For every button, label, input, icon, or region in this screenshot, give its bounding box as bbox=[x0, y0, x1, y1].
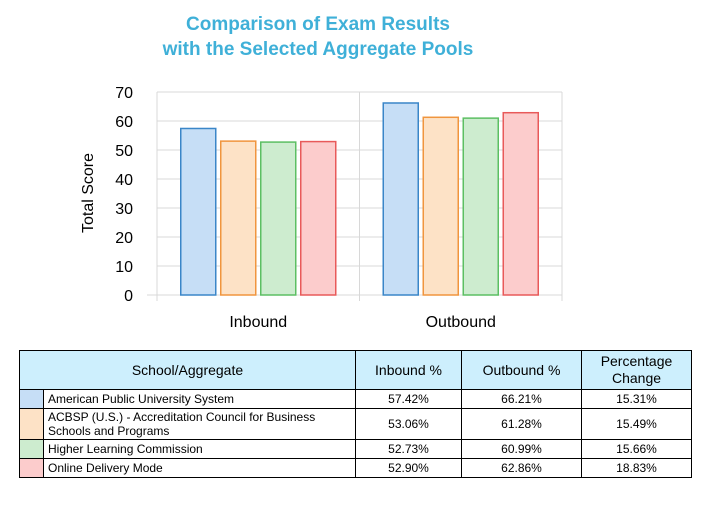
bar bbox=[502, 111, 539, 296]
y-tick-label: 70 bbox=[115, 85, 133, 102]
school-name-cell: ACBSP (U.S.) - Accreditation Council for… bbox=[43, 408, 356, 440]
y-axis-label: Total Score bbox=[80, 153, 97, 233]
inbound-cell: 52.90% bbox=[355, 458, 462, 478]
table-row: American Public University System 57.42% 6… bbox=[19, 389, 692, 409]
y-tick-label: 0 bbox=[124, 288, 133, 305]
color-swatch bbox=[19, 458, 44, 478]
bar bbox=[422, 116, 459, 296]
chart-title-line-1: Comparison of Exam Results bbox=[186, 14, 450, 35]
change-cell: 18.83% bbox=[581, 458, 692, 478]
header-inbound: Inbound % bbox=[355, 350, 462, 390]
school-name-cell: Online Delivery Mode bbox=[43, 458, 356, 478]
color-swatch bbox=[19, 408, 44, 440]
chart-title: Comparison of Exam Results with the Sele… bbox=[0, 12, 636, 62]
table-row: Higher Learning Commission 52.73% 60.99% 15… bbox=[19, 439, 692, 459]
inbound-cell: 53.06% bbox=[355, 408, 462, 440]
y-tick-label: 30 bbox=[115, 201, 133, 218]
bar bbox=[220, 140, 257, 296]
y-tick-label: 20 bbox=[115, 230, 133, 247]
table-header-row: School/Aggregate Inbound % Outbound % Pe… bbox=[19, 350, 692, 390]
y-tick-label: 50 bbox=[115, 143, 133, 160]
bar bbox=[382, 102, 419, 296]
bar bbox=[300, 140, 337, 296]
header-percentage-change: Percentage Change bbox=[581, 350, 692, 390]
outbound-cell: 66.21% bbox=[461, 389, 582, 409]
inbound-cell: 57.42% bbox=[355, 389, 462, 409]
school-name-cell: American Public University System bbox=[43, 389, 356, 409]
outbound-cell: 61.28% bbox=[461, 408, 582, 440]
color-swatch bbox=[19, 439, 44, 459]
header-outbound: Outbound % bbox=[461, 350, 582, 390]
bar bbox=[260, 141, 297, 296]
bar-chart: 0 10 20 30 40 50 60 70 Total Score Inbound Outboun… bbox=[80, 85, 563, 331]
chart-title-line-2: with the Selected Aggregate Pools bbox=[162, 39, 474, 60]
bar bbox=[180, 127, 217, 296]
x-tick-label: Inbound bbox=[229, 314, 287, 331]
results-table: School/Aggregate Inbound % Outbound % Pe… bbox=[19, 350, 692, 478]
bar bbox=[462, 117, 499, 296]
school-name-cell: Higher Learning Commission bbox=[43, 439, 356, 459]
color-swatch bbox=[19, 389, 44, 409]
y-tick-label: 60 bbox=[115, 114, 133, 131]
y-tick-label: 10 bbox=[115, 259, 133, 276]
inbound-cell: 52.73% bbox=[355, 439, 462, 459]
y-tick-label: 40 bbox=[115, 172, 133, 189]
x-tick-label: Outbound bbox=[426, 314, 496, 331]
change-cell: 15.66% bbox=[581, 439, 692, 459]
outbound-cell: 62.86% bbox=[461, 458, 582, 478]
table-row: Online Delivery Mode 52.90% 62.86% 18.83% bbox=[19, 458, 692, 478]
outbound-cell: 60.99% bbox=[461, 439, 582, 459]
table-row: ACBSP (U.S.) - Accreditation Council for… bbox=[19, 408, 692, 440]
header-school-aggregate: School/Aggregate bbox=[19, 350, 356, 390]
change-cell: 15.31% bbox=[581, 389, 692, 409]
change-cell: 15.49% bbox=[581, 408, 692, 440]
